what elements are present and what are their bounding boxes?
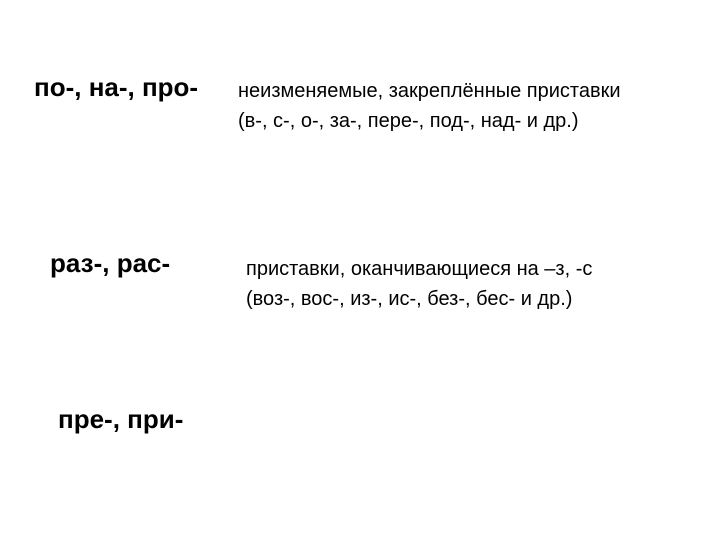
prefix-heading-1: по-, на-, про- xyxy=(34,72,232,103)
prefix-group-1: по-, на-, про- неизменяемые, закреплённы… xyxy=(34,72,658,136)
prefix-desc-1: неизменяемые, закреплённые приставки (в-… xyxy=(238,76,658,136)
prefix-group-2: раз-, рас- приставки, оканчивающиеся на … xyxy=(50,248,676,314)
desc-line: приставки, оканчивающиеся на –з, -с xyxy=(246,254,676,284)
prefix-group-3: пре-, при- xyxy=(58,404,258,435)
prefix-heading-2: раз-, рас- xyxy=(50,248,230,279)
prefix-desc-2: приставки, оканчивающиеся на –з, -с (воз… xyxy=(246,254,676,314)
prefix-heading-3: пре-, при- xyxy=(58,404,258,435)
desc-line: (воз-, вос-, из-, ис-, без-, бес- и др.) xyxy=(246,284,676,314)
desc-line: (в-, с-, о-, за-, пере-, под-, над- и др… xyxy=(238,106,658,136)
desc-line: неизменяемые, закреплённые приставки xyxy=(238,76,658,106)
